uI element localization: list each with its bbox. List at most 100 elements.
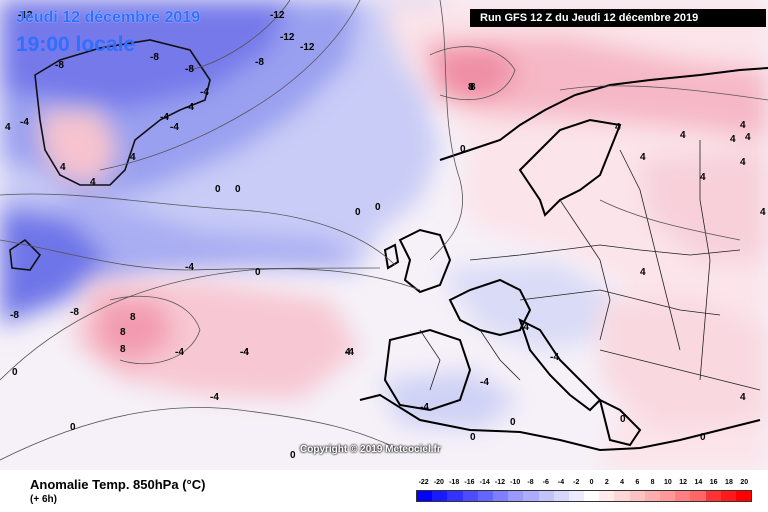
contour-label: 4: [345, 347, 351, 358]
contour-label: -4: [210, 392, 219, 403]
legend-tick-label: -16: [464, 479, 475, 486]
contour-label: 4: [740, 120, 746, 131]
contour-label: 0: [510, 417, 516, 428]
legend-tick-label: -12: [494, 479, 506, 486]
contour-label: -4: [240, 347, 249, 358]
legend-tick-label: 10: [663, 479, 672, 486]
contour-label: -12: [18, 10, 33, 21]
legend-tick-label: -8: [527, 479, 534, 486]
contour-label: -4: [420, 402, 429, 413]
contour-label: -8: [10, 310, 19, 321]
contour-label: 0: [255, 267, 261, 278]
legend-tick-label: 20: [740, 479, 749, 486]
legend-tick-labels: -22 -20 -18 -16 -14 -12 -10 -8 -6 -4 -2 0 2 4 6 8 10 12 14…: [416, 479, 752, 489]
legend-swatch: [553, 491, 569, 501]
legend-tick-label: -2: [573, 479, 580, 486]
legend-swatch: [660, 491, 676, 501]
contour-label: 0: [375, 202, 381, 213]
legend-swatch: [614, 491, 630, 501]
coastlines-west: [9, 39, 211, 271]
contour-label: -8: [150, 52, 159, 63]
contour-label: -4: [20, 117, 29, 128]
forecast-step: (+ 6h): [30, 494, 57, 505]
contour-label: 4: [730, 134, 736, 145]
legend-tick-label: 4: [620, 479, 625, 486]
map-canvas: -12 -12-12-12-8 -8-8-8-8 -8-4-4-4-4-4-4-4-4…: [0, 0, 768, 470]
contour-label: 0: [700, 432, 706, 443]
contour-label: -4: [480, 377, 489, 388]
legend-swatch: [538, 491, 554, 501]
legend-swatch: [644, 491, 660, 501]
run-info-text: Run GFS 12 Z du Jeudi 12 décembre 2019: [480, 12, 699, 24]
contour-label: 8: [470, 82, 476, 93]
legend-tick-label: 0: [589, 479, 594, 486]
country-borders: [419, 140, 761, 391]
valid-date-label: Jeudi 12 décembre 2019: [16, 9, 201, 26]
contour-label: -8: [255, 57, 264, 68]
contour-label: 8: [120, 344, 126, 355]
coastlines-europe: [359, 67, 768, 452]
legend-swatch: [492, 491, 509, 501]
legend-tick-label: 2: [604, 479, 609, 486]
legend-swatch: [705, 491, 721, 501]
contour-label: 8: [130, 312, 136, 323]
contour-label: -8: [70, 307, 79, 318]
contour-label: 0: [290, 450, 296, 461]
contour-label: 4: [760, 207, 766, 218]
legend-tick-label: -6: [542, 479, 549, 486]
legend-tick-label: 6: [635, 479, 640, 486]
legend-swatch: [720, 491, 736, 501]
contour-label: -4: [175, 347, 184, 358]
contour-label: 4: [5, 122, 11, 133]
contour-labels: -12 -12-12-12-8 -8-8-8-8 -8-4-4-4-4-4-4-4-4…: [5, 10, 766, 461]
field-title: Anomalie Temp. 850hPa (°C): [30, 477, 206, 492]
legend-swatch: [629, 491, 645, 501]
legend-tick-label: -20: [433, 479, 444, 486]
contour-label: -4: [170, 122, 179, 133]
contour-label: 0: [470, 432, 476, 443]
contour-label: 4: [615, 122, 621, 133]
copyright-notice: Copyright © 2019 Meteociel.fr: [300, 444, 441, 455]
contour-label: 8: [120, 327, 126, 338]
contour-label: -8: [185, 64, 194, 75]
contour-label: 0: [215, 184, 221, 195]
contour-label: 4: [640, 267, 646, 278]
contour-label: -4: [520, 322, 529, 333]
legend-swatch: [432, 491, 448, 501]
legend-tick-label: -10: [510, 479, 521, 486]
warm-anomaly-field: [40, 0, 768, 470]
contour-label: 4: [680, 130, 686, 141]
contour-label: 0: [620, 414, 626, 425]
legend-tick-label: 18: [725, 479, 733, 486]
contour-label: -4: [550, 352, 559, 363]
legend-swatch: [477, 491, 493, 501]
legend-swatch: [447, 491, 463, 501]
contour-label: 0: [12, 367, 18, 378]
legend-swatch: [568, 491, 585, 501]
legend-tick-label: -22: [418, 479, 429, 486]
contour-label: -4: [160, 112, 169, 123]
cold-anomaly-field: [0, 0, 620, 430]
legend-swatch: [599, 491, 615, 501]
contour-label: 4: [700, 172, 706, 183]
contour-label: 8: [468, 82, 474, 93]
contour-label: -4: [345, 347, 354, 358]
anomaly-contours: [0, 0, 768, 461]
legend-tick-label: 16: [709, 479, 718, 486]
contour-label: -4: [200, 87, 209, 98]
contour-label: 4: [60, 162, 66, 173]
color-scale-legend: [416, 490, 752, 502]
legend-tick-label: 14: [694, 479, 703, 486]
contour-label: 4: [740, 157, 746, 168]
contour-label: -4: [240, 347, 249, 358]
contour-label: -12: [300, 42, 315, 53]
legend-tick-label: 12: [679, 479, 688, 486]
contour-label: 4: [745, 132, 751, 143]
legend-swatch: [508, 491, 524, 501]
legend-tick-label: 8: [650, 479, 655, 486]
contour-label: 4: [740, 392, 746, 403]
contour-label: -12: [280, 32, 295, 43]
legend-swatch: [675, 491, 691, 501]
contour-label: 0: [235, 184, 241, 195]
contour-label: -8: [55, 60, 64, 71]
